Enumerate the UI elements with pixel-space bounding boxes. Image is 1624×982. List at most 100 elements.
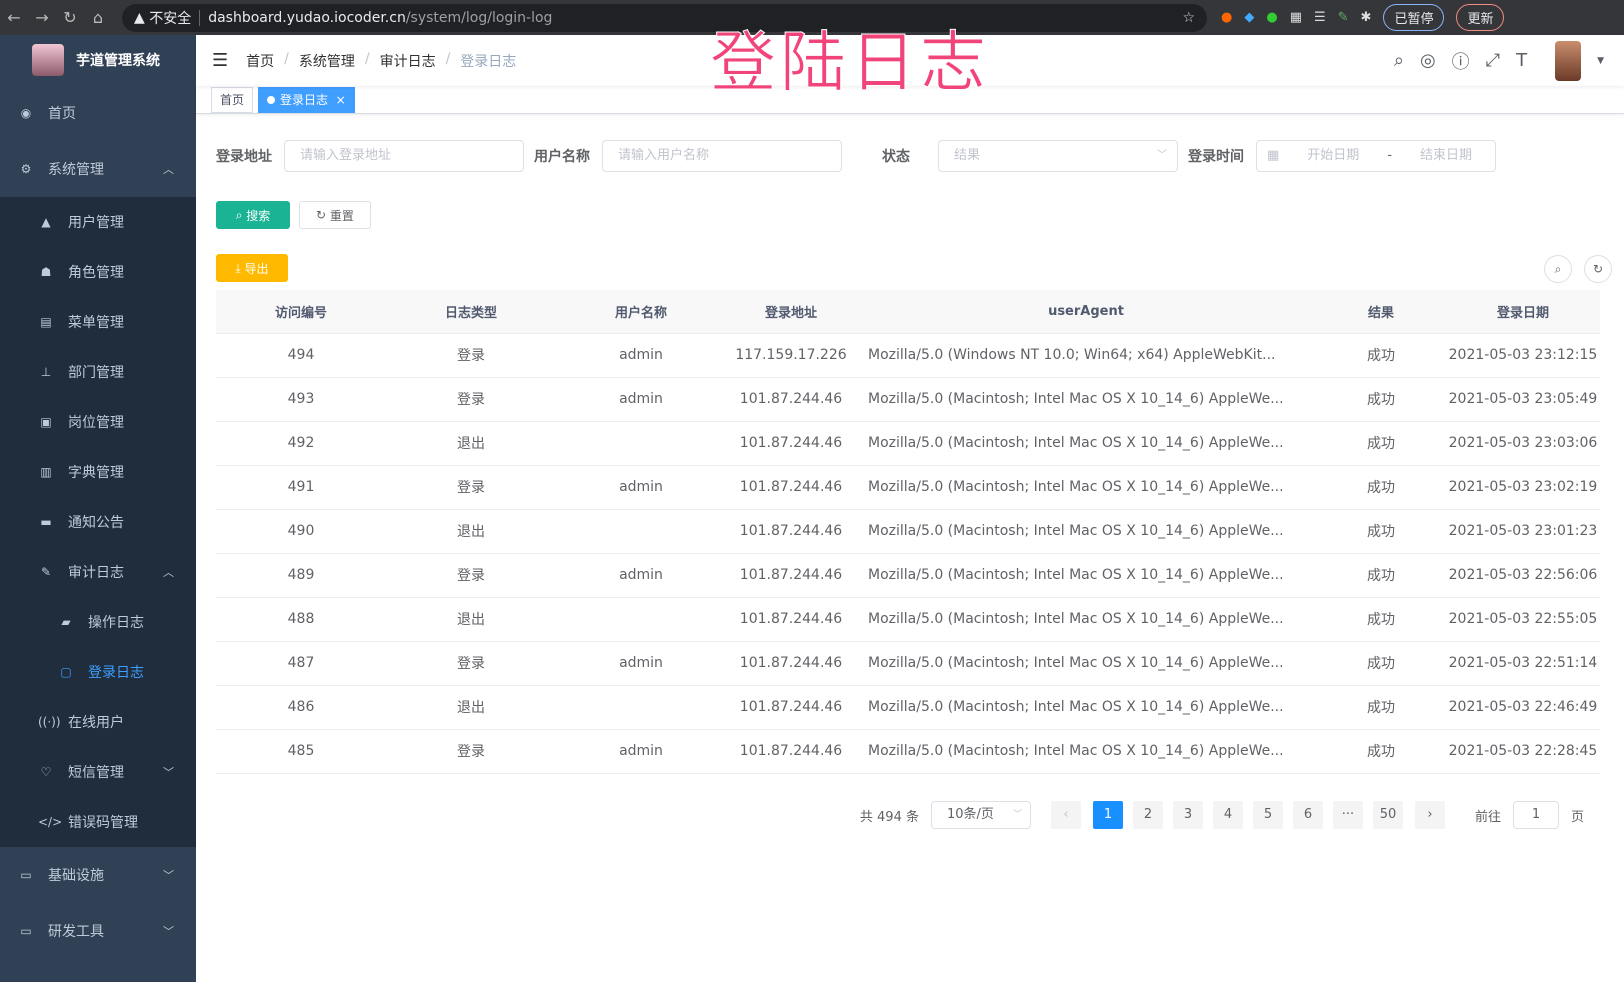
- table-cell: Mozilla/5.0 (Macintosh; Intel Mac OS X 1…: [856, 509, 1316, 554]
- next-page-button[interactable]: ›: [1414, 801, 1445, 829]
- goto-page-input[interactable]: 1: [1512, 801, 1559, 829]
- sidebar-item-operate-log[interactable]: ▰ 操作日志: [0, 597, 196, 647]
- address-bar[interactable]: ▲ 不安全 dashboard.yudao.iocoder.cn/system/…: [122, 3, 1207, 32]
- sidebar-item-post[interactable]: ▣ 岗位管理: [0, 397, 196, 447]
- page-button[interactable]: 4: [1212, 801, 1243, 829]
- sidebar-item-tool[interactable]: ▭ 研发工具 ﹀: [0, 903, 196, 959]
- page-button[interactable]: 1: [1092, 801, 1123, 829]
- page-button[interactable]: 6: [1292, 801, 1323, 829]
- breadcrumb-item[interactable]: 首页: [246, 53, 275, 70]
- table-cell: 2021-05-03 22:28:45: [1446, 729, 1600, 774]
- bookmark-star-icon[interactable]: ☆: [1182, 9, 1195, 26]
- table-cell: 2021-05-03 23:02:19: [1446, 465, 1600, 510]
- search-icon[interactable]: ⌕: [1393, 50, 1404, 71]
- sidebar-item-sms[interactable]: ♡ 短信管理 ﹀: [0, 747, 196, 797]
- page-size-select[interactable]: 10条/页 ﹀: [930, 801, 1031, 829]
- sidebar-item-home[interactable]: ◉ 首页: [0, 85, 196, 141]
- app-title: 芋道管理系统: [76, 53, 160, 69]
- sidebar-item-label: 部门管理: [68, 365, 124, 381]
- hamburger-icon[interactable]: ☰: [212, 50, 229, 71]
- home-icon[interactable]: ⌂: [92, 8, 104, 27]
- extension-icon[interactable]: ✎: [1337, 10, 1349, 25]
- column-header: 登录地址: [726, 290, 856, 334]
- ip-input[interactable]: 请输入登录地址: [284, 140, 524, 172]
- table-cell: [556, 597, 726, 642]
- extension-icon[interactable]: ☰: [1313, 10, 1326, 25]
- table-row[interactable]: 492 退出 101.87.244.46 Mozilla/5.0 (Macintosh…: [216, 421, 1600, 466]
- forward-icon[interactable]: →: [35, 8, 49, 27]
- table-row[interactable]: 485 登录 admin 101.87.244.46 Mozilla/5.0 (Maci…: [216, 729, 1600, 774]
- sidebar-item-infra[interactable]: ▭ 基础设施 ﹀: [0, 847, 196, 903]
- table-cell: [556, 509, 726, 554]
- insecure-label: 不安全: [149, 10, 192, 27]
- extension-icon[interactable]: ●: [1221, 10, 1233, 25]
- table-cell: Mozilla/5.0 (Macintosh; Intel Mac OS X 1…: [856, 465, 1316, 510]
- logo[interactable]: 芋道管理系统: [0, 35, 196, 85]
- table-cell: 登录: [386, 465, 556, 510]
- toggle-search-button[interactable]: ⌕: [1544, 255, 1572, 283]
- date-range-picker[interactable]: ▦ 开始日期 - 结束日期: [1256, 140, 1496, 172]
- form-icon: ▰: [61, 615, 71, 629]
- sidebar-item-notice[interactable]: ▬ 通知公告: [0, 497, 196, 547]
- extension-icon[interactable]: ◆: [1244, 10, 1255, 25]
- puzzle-icon[interactable]: ✱: [1360, 10, 1372, 25]
- status-select[interactable]: 结果 ﹀: [938, 140, 1178, 172]
- breadcrumb-item: 登录日志: [460, 53, 517, 70]
- refresh-button[interactable]: ↻: [1584, 255, 1612, 283]
- update-button[interactable]: 更新: [1456, 4, 1505, 31]
- table-row[interactable]: 493 登录 admin 101.87.244.46 Mozilla/5.0 (Maci…: [216, 377, 1600, 422]
- avatar[interactable]: [1555, 40, 1582, 81]
- sidebar-item-dict[interactable]: ▥ 字典管理: [0, 447, 196, 497]
- extension-icon[interactable]: ▦: [1289, 10, 1302, 25]
- extension-icon[interactable]: ●: [1266, 10, 1278, 25]
- tag-login-log[interactable]: 登录日志 ×: [258, 86, 355, 113]
- reset-label: 重置: [329, 208, 354, 223]
- table-row[interactable]: 486 退出 101.87.244.46 Mozilla/5.0 (Macintosh…: [216, 685, 1600, 730]
- tag-home[interactable]: 首页: [211, 86, 254, 113]
- page-button[interactable]: 3: [1172, 801, 1203, 829]
- caret-down-icon[interactable]: ▼: [1597, 55, 1604, 66]
- table-row[interactable]: 489 登录 admin 101.87.244.46 Mozilla/5.0 (Maci…: [216, 553, 1600, 598]
- username-input[interactable]: 请输入用户名称: [602, 140, 842, 172]
- sidebar-item-system[interactable]: ⚙ 系统管理 ︿: [0, 141, 196, 197]
- page-button[interactable]: 50: [1372, 801, 1403, 829]
- page-button[interactable]: ···: [1332, 801, 1363, 829]
- sidebar-item-role[interactable]: ☗ 角色管理: [0, 247, 196, 297]
- question-icon[interactable]: ⓘ: [1451, 51, 1470, 73]
- table-cell: Mozilla/5.0 (Windows NT 10.0; Win64; x64…: [856, 333, 1316, 378]
- search-button[interactable]: ⌕ 搜索: [216, 201, 290, 229]
- reload-icon[interactable]: ↻: [63, 8, 77, 27]
- table-cell: admin: [556, 729, 726, 774]
- sidebar-item-login-log[interactable]: ▢ 登录日志: [0, 647, 196, 697]
- sidebar-item-menu[interactable]: ▤ 菜单管理: [0, 297, 196, 347]
- table-row[interactable]: 487 登录 admin 101.87.244.46 Mozilla/5.0 (Maci…: [216, 641, 1600, 686]
- table-row[interactable]: 488 退出 101.87.244.46 Mozilla/5.0 (Macintosh…: [216, 597, 1600, 642]
- sidebar-item-label: 用户管理: [68, 215, 124, 231]
- table-row[interactable]: 494 登录 admin 117.159.17.226 Mozilla/5.0 (Win…: [216, 333, 1600, 378]
- profile-button[interactable]: 已暂停: [1383, 4, 1445, 31]
- sidebar-item-audit-log[interactable]: ✎ 审计日志 ︿: [0, 547, 196, 597]
- sidebar-item-user[interactable]: ▲ 用户管理: [0, 197, 196, 247]
- table-cell: admin: [556, 553, 726, 598]
- table-row[interactable]: 490 退出 101.87.244.46 Mozilla/5.0 (Macintosh…: [216, 509, 1600, 554]
- github-icon[interactable]: ◎: [1419, 50, 1436, 71]
- breadcrumb-item[interactable]: 审计日志: [379, 53, 436, 70]
- page-button[interactable]: 5: [1252, 801, 1283, 829]
- font-size-icon[interactable]: T: [1516, 50, 1528, 71]
- export-button[interactable]: ⤓ 导出: [216, 254, 288, 282]
- sidebar-item-error-code[interactable]: </> 错误码管理: [0, 797, 196, 847]
- prev-page-button[interactable]: ‹: [1050, 801, 1081, 829]
- sidebar-item-dept[interactable]: ⊥ 部门管理: [0, 347, 196, 397]
- close-icon[interactable]: ×: [331, 92, 346, 107]
- table-cell: 485: [216, 729, 386, 774]
- breadcrumb-item[interactable]: 系统管理: [298, 53, 355, 70]
- fullscreen-icon[interactable]: ⤢: [1485, 50, 1501, 71]
- table-row[interactable]: 491 登录 admin 101.87.244.46 Mozilla/5.0 (Maci…: [216, 465, 1600, 510]
- back-icon[interactable]: ←: [7, 8, 21, 27]
- reset-button[interactable]: ↻ 重置: [299, 201, 371, 229]
- sidebar-item-online[interactable]: ((·)) 在线用户: [0, 697, 196, 747]
- table-cell: 2021-05-03 23:12:15: [1446, 333, 1600, 378]
- warning-icon: ▲: [134, 9, 150, 26]
- table-cell: 登录: [386, 729, 556, 774]
- page-button[interactable]: 2: [1132, 801, 1163, 829]
